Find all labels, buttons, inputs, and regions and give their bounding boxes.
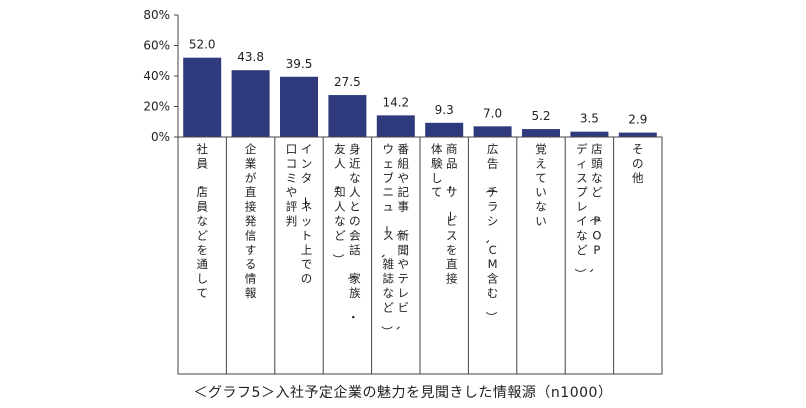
value-label: 5.2 — [531, 109, 550, 123]
category-label: 番組や記事（新聞やテレビ、 — [395, 142, 410, 337]
category-label: 商品・サービスを直接 — [443, 142, 458, 286]
value-label: 43.8 — [237, 50, 264, 64]
category-label: 企業が直接発信する情報 — [245, 142, 257, 300]
category-label: ディスプレイなど） — [573, 142, 588, 280]
bars — [183, 57, 657, 138]
y-axis: 0% 20% 40% 60% 80% — [143, 8, 179, 144]
y-tick-label: 0% — [151, 130, 170, 144]
value-label: 3.5 — [580, 112, 599, 126]
category-label: ウェブニュース、雑誌など） — [380, 142, 395, 337]
value-label: 7.0 — [483, 106, 502, 120]
chart-caption: ＜グラフ5＞入社予定企業の魅力を見聞きした情報源（n1000） — [193, 385, 613, 401]
category-label: 体験して — [431, 142, 443, 199]
value-label: 9.3 — [435, 103, 454, 117]
category-label: インターネット上での — [298, 142, 313, 286]
value-label: 52.0 — [189, 38, 216, 52]
category-label: 社員・店員などを通して — [193, 142, 208, 300]
bar — [618, 132, 657, 137]
y-tick-label: 40% — [143, 69, 170, 83]
bar — [328, 95, 367, 137]
category-label: 覚えていない — [535, 142, 547, 228]
y-tick-label: 20% — [143, 100, 170, 114]
category-label: 友人・知人など） — [331, 142, 346, 265]
value-label: 27.5 — [334, 75, 361, 89]
category-label: 店頭など（P O P、 — [588, 142, 603, 280]
category-label: 広告（チラシ、C M 含む） — [484, 142, 499, 323]
y-tick-label: 80% — [143, 8, 170, 22]
bar — [522, 129, 560, 137]
value-label: 14.2 — [382, 95, 409, 109]
bar — [376, 115, 415, 137]
y-tick-label: 60% — [143, 39, 170, 53]
category-label: その他 — [632, 142, 644, 185]
bar — [425, 122, 464, 137]
bar — [280, 76, 318, 137]
value-labels: 52.0 43.8 39.5 27.5 14.2 9.3 7.0 5.2 3.5 2.9 — [189, 38, 648, 127]
category-label: 身近な人との会話（家族・ — [346, 142, 361, 323]
value-label: 2.9 — [628, 113, 647, 127]
bar — [231, 70, 270, 137]
bar — [183, 57, 222, 138]
value-label: 39.5 — [286, 57, 313, 71]
bar — [473, 126, 512, 137]
bar — [570, 131, 609, 137]
category-label: 口コミや評判 — [286, 142, 298, 228]
